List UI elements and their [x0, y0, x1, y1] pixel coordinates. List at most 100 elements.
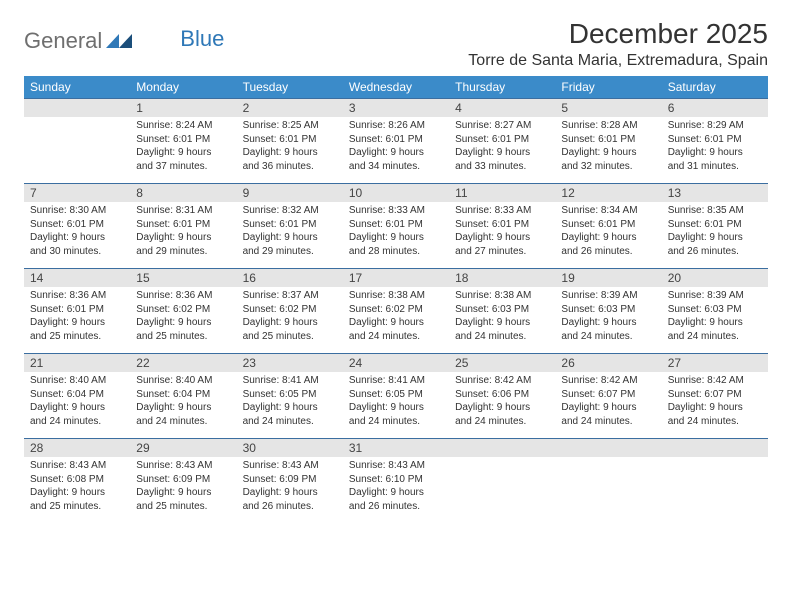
day-detail-line: Daylight: 9 hours: [349, 231, 443, 245]
day-number-cell: 2: [237, 99, 343, 118]
day-detail-line: Sunset: 6:04 PM: [136, 388, 230, 402]
day-detail-line: Sunset: 6:01 PM: [136, 133, 230, 147]
day-number-row: 28293031: [24, 439, 768, 458]
day-number-cell: 14: [24, 269, 130, 288]
day-detail-line: and 26 minutes.: [668, 245, 762, 259]
day-detail-line: Daylight: 9 hours: [30, 231, 124, 245]
day-number-cell: 4: [449, 99, 555, 118]
day-detail-line: Sunset: 6:07 PM: [561, 388, 655, 402]
day-detail-line: Daylight: 9 hours: [243, 486, 337, 500]
day-number-cell: [24, 99, 130, 118]
day-detail-line: Daylight: 9 hours: [349, 146, 443, 160]
day-detail-line: Daylight: 9 hours: [668, 146, 762, 160]
day-detail-line: and 33 minutes.: [455, 160, 549, 174]
day-detail-line: and 36 minutes.: [243, 160, 337, 174]
day-number-cell: 30: [237, 439, 343, 458]
calendar-table: Sunday Monday Tuesday Wednesday Thursday…: [24, 76, 768, 523]
day-detail-line: Sunset: 6:01 PM: [136, 218, 230, 232]
day-detail-line: Sunrise: 8:28 AM: [561, 119, 655, 133]
day-detail-line: Sunrise: 8:38 AM: [349, 289, 443, 303]
day-number-cell: 31: [343, 439, 449, 458]
day-number-cell: 26: [555, 354, 661, 373]
day-detail-line: Sunrise: 8:26 AM: [349, 119, 443, 133]
day-detail-cell: Sunrise: 8:43 AMSunset: 6:08 PMDaylight:…: [24, 457, 130, 523]
day-detail-line: and 24 minutes.: [136, 415, 230, 429]
day-detail-cell: Sunrise: 8:36 AMSunset: 6:01 PMDaylight:…: [24, 287, 130, 354]
day-detail-line: Daylight: 9 hours: [30, 401, 124, 415]
day-number-cell: 8: [130, 184, 236, 203]
day-detail-cell: Sunrise: 8:40 AMSunset: 6:04 PMDaylight:…: [24, 372, 130, 439]
day-detail-line: and 26 minutes.: [349, 500, 443, 514]
day-detail-line: Daylight: 9 hours: [455, 316, 549, 330]
day-detail-line: Daylight: 9 hours: [136, 231, 230, 245]
day-detail-line: Sunset: 6:01 PM: [455, 218, 549, 232]
day-detail-line: Sunrise: 8:37 AM: [243, 289, 337, 303]
day-detail-line: Sunset: 6:01 PM: [30, 218, 124, 232]
day-detail-line: Sunrise: 8:43 AM: [136, 459, 230, 473]
day-detail-cell: Sunrise: 8:42 AMSunset: 6:06 PMDaylight:…: [449, 372, 555, 439]
day-detail-line: Sunrise: 8:29 AM: [668, 119, 762, 133]
day-number-cell: 27: [662, 354, 768, 373]
day-number-cell: [662, 439, 768, 458]
day-detail-line: and 26 minutes.: [561, 245, 655, 259]
day-detail-line: Daylight: 9 hours: [561, 316, 655, 330]
day-number-cell: 12: [555, 184, 661, 203]
logo-text-general: General: [24, 28, 102, 54]
day-detail-line: Sunrise: 8:41 AM: [243, 374, 337, 388]
title-block: December 2025 Torre de Santa Maria, Extr…: [468, 18, 768, 70]
day-detail-line: Sunrise: 8:36 AM: [136, 289, 230, 303]
day-number-cell: 20: [662, 269, 768, 288]
day-detail-cell: Sunrise: 8:43 AMSunset: 6:09 PMDaylight:…: [237, 457, 343, 523]
day-detail-line: Sunset: 6:05 PM: [349, 388, 443, 402]
day-detail-line: Sunset: 6:02 PM: [136, 303, 230, 317]
day-number-cell: 11: [449, 184, 555, 203]
day-detail-line: Sunrise: 8:43 AM: [349, 459, 443, 473]
day-number-cell: 21: [24, 354, 130, 373]
day-detail-line: Sunset: 6:09 PM: [136, 473, 230, 487]
day-detail-line: Sunrise: 8:40 AM: [136, 374, 230, 388]
day-detail-line: Sunset: 6:01 PM: [243, 218, 337, 232]
day-detail-line: Daylight: 9 hours: [243, 231, 337, 245]
day-detail-line: and 24 minutes.: [561, 330, 655, 344]
day-detail-line: Sunset: 6:07 PM: [668, 388, 762, 402]
day-detail-line: and 24 minutes.: [349, 330, 443, 344]
day-detail-cell: Sunrise: 8:30 AMSunset: 6:01 PMDaylight:…: [24, 202, 130, 269]
day-detail-line: Sunrise: 8:43 AM: [243, 459, 337, 473]
weekday-header-row: Sunday Monday Tuesday Wednesday Thursday…: [24, 76, 768, 99]
day-number-row: 78910111213: [24, 184, 768, 203]
day-detail-cell: Sunrise: 8:38 AMSunset: 6:02 PMDaylight:…: [343, 287, 449, 354]
day-number-cell: 15: [130, 269, 236, 288]
day-number-cell: 10: [343, 184, 449, 203]
day-detail-line: Daylight: 9 hours: [349, 316, 443, 330]
weekday-header: Thursday: [449, 76, 555, 99]
day-detail-line: and 24 minutes.: [349, 415, 443, 429]
day-number-cell: 25: [449, 354, 555, 373]
day-detail-line: Sunset: 6:03 PM: [455, 303, 549, 317]
day-detail-line: Daylight: 9 hours: [455, 231, 549, 245]
weekday-header: Monday: [130, 76, 236, 99]
day-detail-cell: Sunrise: 8:37 AMSunset: 6:02 PMDaylight:…: [237, 287, 343, 354]
day-detail-cell: Sunrise: 8:24 AMSunset: 6:01 PMDaylight:…: [130, 117, 236, 184]
day-detail-line: Daylight: 9 hours: [561, 146, 655, 160]
day-detail-line: and 37 minutes.: [136, 160, 230, 174]
day-number-cell: [555, 439, 661, 458]
day-detail-line: and 25 minutes.: [136, 500, 230, 514]
month-title: December 2025: [468, 18, 768, 50]
day-number-cell: 17: [343, 269, 449, 288]
day-number-row: 123456: [24, 99, 768, 118]
day-number-cell: 24: [343, 354, 449, 373]
day-detail-line: Daylight: 9 hours: [561, 231, 655, 245]
day-detail-line: Daylight: 9 hours: [668, 401, 762, 415]
day-detail-line: Daylight: 9 hours: [243, 316, 337, 330]
weekday-header: Wednesday: [343, 76, 449, 99]
day-detail-line: Daylight: 9 hours: [668, 316, 762, 330]
day-detail-cell: Sunrise: 8:39 AMSunset: 6:03 PMDaylight:…: [662, 287, 768, 354]
day-detail-line: and 26 minutes.: [243, 500, 337, 514]
day-detail-line: Sunrise: 8:33 AM: [455, 204, 549, 218]
day-detail-row: Sunrise: 8:43 AMSunset: 6:08 PMDaylight:…: [24, 457, 768, 523]
day-detail-line: and 24 minutes.: [455, 330, 549, 344]
day-detail-line: Sunrise: 8:41 AM: [349, 374, 443, 388]
day-detail-line: and 24 minutes.: [30, 415, 124, 429]
day-number-cell: 18: [449, 269, 555, 288]
day-detail-row: Sunrise: 8:24 AMSunset: 6:01 PMDaylight:…: [24, 117, 768, 184]
